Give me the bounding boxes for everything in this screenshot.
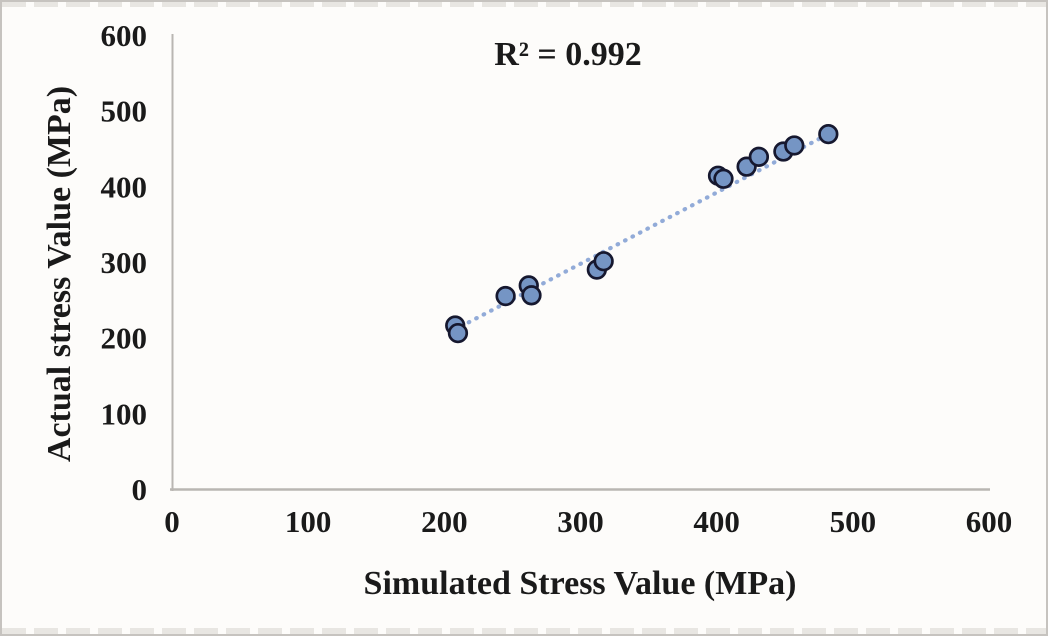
x-tick-label: 500 bbox=[830, 504, 877, 539]
scatter-point bbox=[447, 322, 469, 344]
scatter-point bbox=[593, 251, 614, 272]
x-axis-tick-labels: 0 100 200 300 400 500 600 bbox=[164, 504, 1012, 539]
scatter-point bbox=[818, 123, 839, 145]
scatter-point bbox=[713, 168, 734, 189]
trendline bbox=[451, 131, 832, 333]
scatter-point bbox=[748, 146, 770, 167]
y-tick-label: 600 bbox=[101, 18, 148, 53]
scatter-point bbox=[495, 285, 516, 307]
y-tick-label: 100 bbox=[101, 396, 148, 431]
bottom-border-strip bbox=[2, 628, 1046, 634]
y-tick-label: 200 bbox=[101, 321, 148, 356]
x-tick-label: 100 bbox=[285, 504, 332, 539]
y-tick-label: 300 bbox=[101, 245, 148, 280]
trendline-dotted-line bbox=[451, 131, 832, 333]
x-tick-label: 200 bbox=[421, 504, 468, 539]
scatter-point bbox=[784, 135, 805, 156]
top-border-strip bbox=[2, 2, 1046, 7]
y-axis-title: Actual stress Value (MPa) bbox=[41, 86, 78, 462]
x-tick-label: 300 bbox=[557, 504, 604, 539]
y-tick-label: 0 bbox=[132, 472, 148, 507]
x-tick-label: 400 bbox=[693, 504, 740, 539]
r-squared-annotation: R² = 0.992 bbox=[494, 36, 642, 73]
axes bbox=[170, 34, 990, 491]
x-axis-title: Simulated Stress Value (MPa) bbox=[364, 565, 797, 602]
y-tick-label: 500 bbox=[101, 94, 148, 129]
x-tick-label: 600 bbox=[966, 504, 1013, 539]
y-axis-tick-labels: 0 100 200 300 400 500 600 bbox=[101, 18, 148, 507]
scatter-points bbox=[445, 123, 839, 344]
y-tick-label: 400 bbox=[101, 169, 148, 204]
x-tick-label: 0 bbox=[164, 504, 180, 539]
scatter-point bbox=[521, 285, 542, 306]
